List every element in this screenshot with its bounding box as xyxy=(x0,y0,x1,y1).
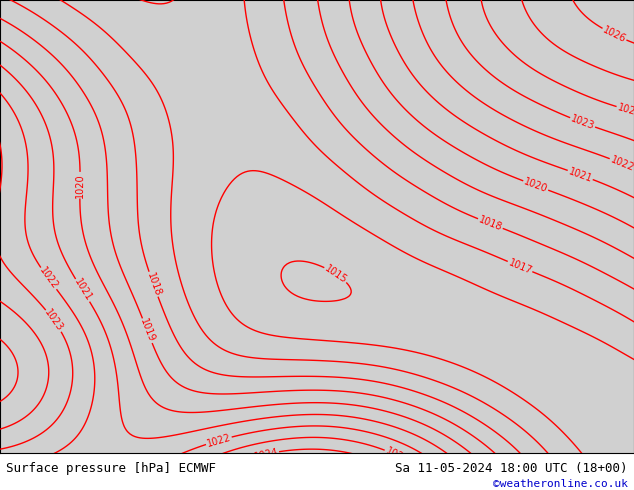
Text: 1023: 1023 xyxy=(384,445,410,466)
Text: 1023: 1023 xyxy=(569,114,596,131)
Text: 1021: 1021 xyxy=(72,277,93,303)
Text: 1018: 1018 xyxy=(145,271,162,297)
Text: 1022: 1022 xyxy=(205,432,232,449)
Text: 1022: 1022 xyxy=(37,266,60,292)
Text: 1023: 1023 xyxy=(42,308,65,334)
Text: 1024: 1024 xyxy=(616,102,634,119)
Text: 1020: 1020 xyxy=(522,176,549,195)
Text: Surface pressure [hPa] ECMWF: Surface pressure [hPa] ECMWF xyxy=(6,463,216,475)
Text: 1019: 1019 xyxy=(138,318,157,344)
Text: 1017: 1017 xyxy=(507,257,533,276)
Text: ©weatheronline.co.uk: ©weatheronline.co.uk xyxy=(493,479,628,489)
Text: Sa 11-05-2024 18:00 UTC (18+00): Sa 11-05-2024 18:00 UTC (18+00) xyxy=(395,463,628,475)
Text: 1025: 1025 xyxy=(226,466,253,485)
Text: 1026: 1026 xyxy=(601,24,628,45)
Text: 1020: 1020 xyxy=(75,173,85,197)
Text: 1022: 1022 xyxy=(609,154,634,173)
Text: 1024: 1024 xyxy=(253,447,279,462)
Text: 1021: 1021 xyxy=(567,166,593,184)
Text: 1018: 1018 xyxy=(477,215,503,233)
Text: 1015: 1015 xyxy=(323,263,349,285)
